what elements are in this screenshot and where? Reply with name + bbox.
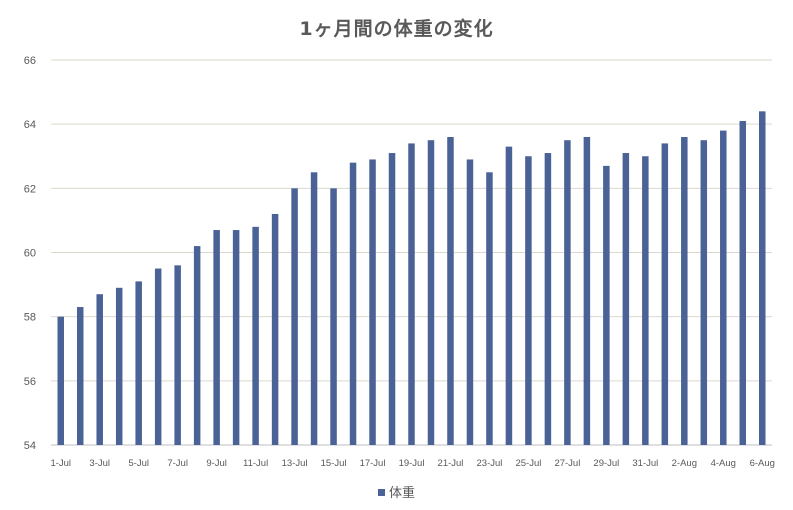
bar-10-Jul (232, 230, 240, 445)
bar-25-Jul (525, 156, 532, 445)
bar-20-Jul (427, 140, 435, 446)
x-tick-label: 9-Jul (206, 458, 227, 469)
legend-swatch (377, 489, 385, 496)
y-tick-label: 56 (24, 376, 36, 388)
x-tick-label: 19-Jul (399, 458, 425, 469)
bar-6-Aug (759, 111, 766, 445)
bar-21-Jul (447, 137, 454, 445)
bar-14-Jul (310, 172, 318, 445)
x-tick-label: 2-Aug (672, 458, 697, 469)
y-tick-label: 64 (24, 119, 36, 131)
legend: 体重 (0, 482, 793, 501)
bar-15-Jul (330, 188, 337, 446)
x-tick-label: 7-Jul (167, 458, 188, 469)
bar-3-Jul (96, 294, 103, 445)
bar-2-Aug (681, 137, 688, 445)
bar-19-Jul (408, 143, 415, 445)
x-tick-label: 5-Jul (128, 458, 149, 469)
bar-5-Aug (739, 120, 747, 445)
y-tick-label: 54 (24, 440, 36, 452)
chart-title: 1ヶ月間の体重の変化 (299, 18, 494, 40)
y-tick-label: 66 (24, 55, 36, 67)
bar-16-Jul (349, 162, 357, 445)
bar-27-Jul (564, 140, 571, 446)
bar-4-Jul (115, 287, 123, 445)
bar-13-Jul (291, 188, 298, 446)
x-tick-label: 25-Jul (515, 458, 541, 469)
bar-31-Jul (642, 156, 649, 445)
bar-11-Jul (252, 226, 259, 445)
bar-8-Jul (193, 246, 201, 445)
x-tick-label: 6-Aug (750, 458, 775, 469)
x-tick-label: 11-Jul (243, 458, 268, 469)
bar-28-Jul (583, 137, 591, 445)
bar-6-Jul (154, 268, 162, 445)
x-tick-label: 1-Jul (50, 458, 71, 469)
bar-3-Aug (700, 140, 708, 446)
x-tick-label: 3-Jul (89, 458, 110, 469)
x-tick-label: 17-Jul (360, 458, 386, 469)
y-axis-ticks: 54 56 58 60 62 64 66 (24, 55, 36, 452)
bar-29-Jul (603, 165, 610, 445)
legend-label: 体重 (388, 486, 415, 501)
x-tick-label: 23-Jul (477, 458, 503, 469)
bar-7-Jul (174, 265, 181, 445)
bar-5-Jul (135, 281, 142, 445)
x-tick-label: 27-Jul (554, 458, 580, 469)
x-tick-label: 15-Jul (321, 458, 347, 469)
bar-2-Jul (76, 307, 84, 445)
bar-22-Jul (466, 159, 474, 446)
bar-30-Jul (622, 153, 630, 445)
bar-1-Aug (661, 143, 669, 445)
y-tick-label: 62 (24, 183, 36, 195)
bar-4-Aug (720, 130, 727, 446)
x-axis-ticks: 1-Jul 3-Jul 5-Jul 7-Jul 9-Jul 11-Jul 13-Jul 15-… (50, 458, 774, 469)
y-tick-label: 58 (24, 312, 36, 324)
bar-26-Jul (544, 153, 552, 445)
x-tick-label: 13-Jul (282, 458, 308, 469)
bar-23-Jul (486, 172, 493, 445)
bar-1-Jul (57, 316, 64, 445)
bar-series (57, 111, 766, 446)
x-tick-label: 29-Jul (593, 458, 619, 469)
bar-12-Jul (271, 214, 279, 445)
x-tick-label: 21-Jul (438, 458, 464, 469)
bar-17-Jul (369, 159, 376, 446)
y-tick-label: 60 (24, 248, 36, 260)
bar-24-Jul (505, 146, 513, 445)
x-tick-label: 4-Aug (711, 458, 736, 469)
bar-9-Jul (213, 230, 220, 445)
x-tick-label: 31-Jul (632, 458, 658, 469)
bar-18-Jul (388, 153, 396, 445)
